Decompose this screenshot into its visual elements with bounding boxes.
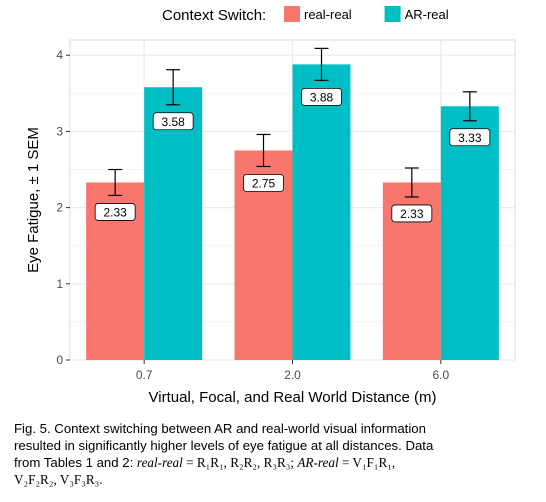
legend-label: AR-real [405, 7, 449, 22]
bar-AR-real-0.7 [144, 87, 203, 360]
data-label-real-real-0.7: 2.33 [94, 203, 136, 221]
legend-swatch [284, 6, 300, 22]
y-axis-ticks: 0 1 2 3 4 [56, 48, 70, 367]
caption-rr-term: real-real [136, 455, 183, 470]
data-label-AR-real-0.7: 3.58 [152, 112, 194, 131]
error-bar-AR-real-6.0 [462, 91, 477, 122]
data-label-text: 3.33 [458, 131, 482, 145]
data-label-AR-real-2.0: 3.88 [301, 87, 342, 106]
data-label-text: 2.33 [103, 205, 127, 219]
caption-line-1: Fig. 5. Context switching between AR and… [14, 421, 426, 436]
legend-label: real-real [304, 7, 352, 22]
error-bar-real-real-2.0 [256, 133, 271, 168]
y-axis-title: Eye Fatigue, ± 1 SEM [25, 127, 42, 273]
x-tick-label: 0.7 [136, 368, 153, 382]
caption-line-3-prefix: from Tables 1 and 2: [14, 455, 137, 470]
error-bar-AR-real-2.0 [314, 47, 329, 81]
y-tick-label: 1 [56, 277, 63, 291]
legend: Context Switch: real-real AR-real [162, 6, 449, 24]
bar-AR-real-2.0 [292, 64, 351, 360]
caption-rr-def: = R₁R₁, R₂R₂, R₃R₃; [182, 455, 298, 470]
y-tick-label: 0 [56, 353, 63, 367]
error-bar-real-real-6.0 [404, 167, 419, 198]
error-bars [108, 47, 477, 198]
data-label-real-real-2.0: 2.75 [243, 174, 284, 192]
data-label-text: 2.33 [400, 207, 424, 221]
legend-item-real-real: real-real [284, 6, 352, 22]
bar-AR-real-6.0 [440, 106, 499, 361]
bar-chart: Context Switch: real-real AR-real 2.33 2.7… [25, 6, 516, 406]
legend-item-AR-real: AR-real [384, 6, 449, 22]
y-tick-label: 4 [56, 48, 63, 62]
caption-line-4: V₂F₂R₂, V₃F₃R₃. [14, 472, 103, 487]
caption-ar-def: = V₁F₁R₁, [338, 455, 396, 470]
y-tick-label: 3 [56, 124, 63, 138]
caption-line-2: resulted in significantly higher levels … [14, 438, 434, 453]
caption-ar-term: AR-real [297, 455, 339, 470]
data-label-real-real-6.0: 2.33 [391, 204, 433, 223]
data-label-AR-real-6.0: 3.33 [449, 128, 491, 147]
data-label-text: 2.75 [252, 176, 276, 190]
x-tick-label: 2.0 [284, 368, 301, 382]
x-axis-title: Virtual, Focal, and Real World Distance … [149, 389, 437, 406]
data-label-text: 3.58 [161, 115, 185, 129]
figure-caption: Fig. 5. Context switching between AR and… [14, 420, 534, 488]
data-label-text: 3.88 [310, 90, 334, 104]
legend-title: Context Switch: [162, 7, 266, 24]
error-bar-AR-real-0.7 [166, 69, 181, 106]
x-axis-ticks: 0.7 2.0 6.0 [136, 360, 449, 382]
y-tick-label: 2 [56, 201, 63, 215]
x-tick-label: 6.0 [432, 368, 449, 382]
caption-line-3: from Tables 1 and 2: real-real = R₁R₁, R… [14, 454, 534, 471]
legend-swatch [384, 6, 401, 22]
data-labels: 2.33 2.75 2.33 3.58 3.88 3.33 [94, 87, 491, 223]
error-bar-real-real-0.7 [108, 168, 123, 197]
